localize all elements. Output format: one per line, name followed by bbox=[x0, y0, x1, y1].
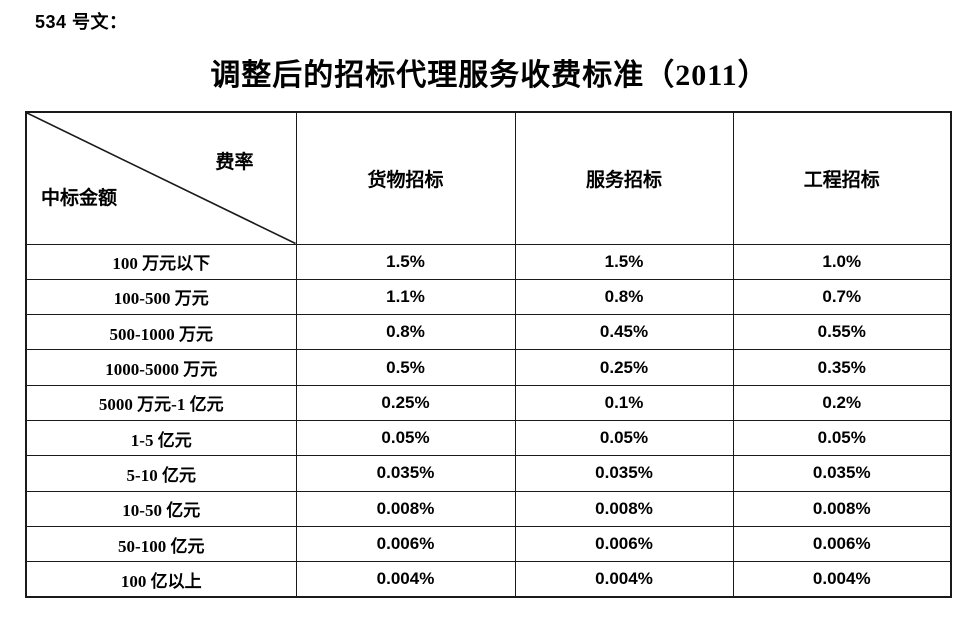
rate-value-cell: 0.035% bbox=[514, 455, 734, 492]
rate-value-cell: 0.25% bbox=[514, 349, 734, 386]
row-label-bid-amount-range: 500-1000 万元 bbox=[25, 314, 297, 351]
rate-value-cell: 0.035% bbox=[732, 455, 952, 492]
row-label-bid-amount-range: 1-5 亿元 bbox=[25, 419, 297, 457]
rate-value-cell: 0.006% bbox=[514, 525, 734, 563]
rate-value-cell: 0.004% bbox=[514, 561, 734, 598]
corner-label-bid-amount: 中标金额 bbox=[41, 187, 118, 209]
rate-value-cell: 0.05% bbox=[514, 419, 734, 457]
rate-value-cell: 0.35% bbox=[732, 349, 952, 386]
rate-value-cell: 0.004% bbox=[732, 561, 952, 598]
table-row: 100 万元以下 1.5% 1.5% 1.0% bbox=[25, 243, 952, 280]
rate-value-cell: 0.035% bbox=[295, 455, 516, 492]
rate-value-cell: 0.45% bbox=[514, 314, 734, 351]
corner-label-rate: 费率 bbox=[215, 152, 254, 173]
rate-value-cell: 0.7% bbox=[732, 278, 952, 316]
rate-value-cell: 0.25% bbox=[295, 384, 516, 421]
table-row: 50-100 亿元 0.006% 0.006% 0.006% bbox=[25, 525, 952, 563]
rate-value-cell: 0.004% bbox=[295, 561, 516, 598]
table-header-row: 费率 中标金额 货物招标 服务招标 工程招标 bbox=[25, 111, 952, 245]
rate-value-cell: 1.5% bbox=[295, 243, 516, 280]
column-header-goods-bidding: 货物招标 bbox=[295, 111, 516, 245]
rate-value-cell: 0.006% bbox=[295, 525, 516, 563]
page-title: 调整后的招标代理服务收费标准（2011） bbox=[210, 59, 769, 92]
rate-value-cell: 0.05% bbox=[295, 419, 516, 457]
table-row: 5-10 亿元 0.035% 0.035% 0.035% bbox=[25, 455, 952, 492]
rate-value-cell: 0.2% bbox=[732, 384, 952, 421]
rate-value-cell: 0.008% bbox=[295, 490, 516, 527]
rate-value-cell: 0.05% bbox=[732, 419, 952, 457]
row-label-bid-amount-range: 5-10 亿元 bbox=[25, 455, 297, 492]
rate-value-cell: 0.5% bbox=[295, 349, 516, 386]
table-row: 10-50 亿元 0.008% 0.008% 0.008% bbox=[25, 490, 952, 527]
table-row: 5000 万元-1 亿元 0.25% 0.1% 0.2% bbox=[25, 384, 952, 421]
rate-value-cell: 0.55% bbox=[732, 314, 952, 351]
row-label-bid-amount-range: 50-100 亿元 bbox=[25, 525, 297, 563]
table-row: 1000-5000 万元 0.5% 0.25% 0.35% bbox=[25, 349, 952, 386]
rate-value-cell: 0.1% bbox=[514, 384, 734, 421]
table-row: 100-500 万元 1.1% 0.8% 0.7% bbox=[25, 278, 952, 316]
rate-value-cell: 1.0% bbox=[732, 243, 952, 280]
row-label-bid-amount-range: 100 万元以下 bbox=[25, 243, 297, 280]
corner-header-cell: 费率 中标金额 bbox=[25, 111, 297, 245]
doc-ref-label: 534 号文： bbox=[35, 12, 128, 32]
table-row: 500-1000 万元 0.8% 0.45% 0.55% bbox=[25, 314, 952, 351]
table-row: 1-5 亿元 0.05% 0.05% 0.05% bbox=[25, 419, 952, 457]
rate-value-cell: 1.5% bbox=[514, 243, 734, 280]
row-label-bid-amount-range: 10-50 亿元 bbox=[25, 490, 297, 527]
rate-value-cell: 0.006% bbox=[732, 525, 952, 563]
rate-value-cell: 0.8% bbox=[514, 278, 734, 316]
rate-value-cell: 0.008% bbox=[514, 490, 734, 527]
column-header-engineering-bidding: 工程招标 bbox=[732, 111, 952, 245]
rate-value-cell: 0.008% bbox=[732, 490, 952, 527]
fee-rate-table: 费率 中标金额 货物招标 服务招标 工程招标 100 万元以下 1.5% 1.5% 1… bbox=[25, 111, 952, 598]
rate-value-cell: 0.8% bbox=[295, 314, 516, 351]
diagonal-divider-line bbox=[27, 113, 296, 244]
table-row: 100 亿以上 0.004% 0.004% 0.004% bbox=[25, 561, 952, 598]
row-label-bid-amount-range: 100 亿以上 bbox=[25, 561, 297, 598]
row-label-bid-amount-range: 5000 万元-1 亿元 bbox=[25, 384, 297, 421]
row-label-bid-amount-range: 1000-5000 万元 bbox=[25, 349, 297, 386]
column-header-service-bidding: 服务招标 bbox=[514, 111, 734, 245]
rate-value-cell: 1.1% bbox=[295, 278, 516, 316]
row-label-bid-amount-range: 100-500 万元 bbox=[25, 278, 297, 316]
